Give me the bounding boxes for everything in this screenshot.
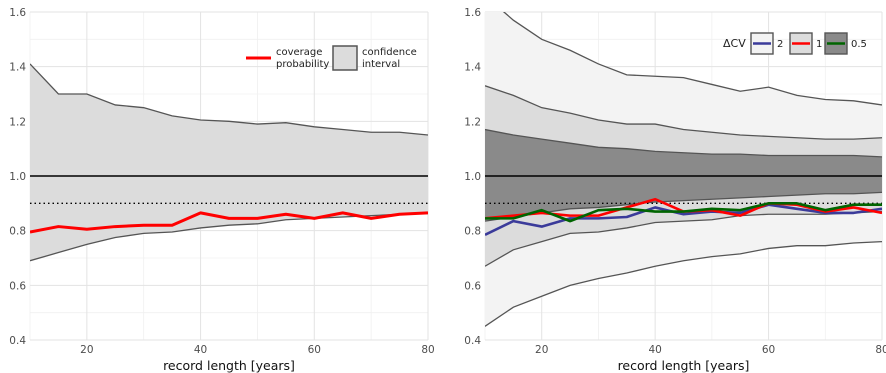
y-tick-label: 0.4: [9, 335, 26, 347]
y-tick-label: 0.6: [464, 280, 481, 292]
x-tick-label: 60: [308, 344, 321, 356]
confidence-band-lower-2: [485, 191, 882, 222]
x-tick-label: 60: [762, 344, 775, 356]
series-line-0: [485, 203, 882, 236]
confidence-band-0: [30, 63, 428, 261]
y-tick-label: 1.0: [464, 171, 481, 183]
plot-area: [30, 63, 428, 262]
confidence-band-upper-0: [502, 12, 882, 106]
x-axis-label: record length [years]: [163, 358, 295, 373]
legend-label-band: confidence: [362, 47, 417, 58]
y-tick-label: 0.8: [9, 226, 26, 238]
x-tick-label: 20: [535, 344, 548, 356]
y-tick-label: 1.0: [9, 171, 26, 183]
y-tick-label: 1.6: [9, 7, 26, 19]
left-chart-panel: 0.4 0.6 0.8 1.0 1.2 1.4 1.6 20 40 60 80 record leng…: [9, 7, 434, 373]
x-tick-label: 20: [80, 344, 93, 356]
confidence-band-lower-0: [485, 240, 882, 327]
x-tick-label: 40: [194, 344, 207, 356]
y-tick-label: 1.4: [464, 62, 481, 74]
y-tick-label: 0.6: [9, 280, 26, 292]
legend-label-0: 2: [777, 39, 783, 50]
legend-band-swatch: [332, 45, 358, 71]
x-tick-label: 40: [648, 344, 661, 356]
confidence-band-lower-1: [485, 210, 882, 267]
y-tick-label: 0.8: [464, 226, 481, 238]
x-tick-label: 80: [875, 344, 886, 356]
confidence-band-upper-1: [485, 85, 882, 140]
legend-label-line: coverage: [276, 47, 322, 58]
legend-label-1: 1: [816, 39, 822, 50]
y-tick-label: 1.6: [464, 7, 481, 19]
legend: ΔCV 2 1 0.5: [723, 32, 867, 55]
y-tick-label: 1.4: [9, 62, 26, 74]
plot-area: [485, 12, 882, 327]
series-line-0: [30, 211, 428, 234]
y-tick-label: 1.2: [9, 116, 26, 128]
legend-label-line: probability: [276, 59, 329, 70]
legend-title: ΔCV: [723, 37, 746, 50]
right-chart-panel: 0.4 0.6 0.8 1.0 1.2 1.4 1.6 20 40 60 80 record leng…: [464, 7, 886, 373]
y-tick-label: 1.2: [464, 116, 481, 128]
confidence-band-upper-0: [30, 63, 428, 136]
legend-label-2: 0.5: [851, 39, 867, 50]
x-tick-label: 80: [421, 344, 434, 356]
series-line-2: [485, 202, 882, 223]
legend-label-band: interval: [362, 59, 400, 70]
confidence-band-upper-2: [485, 128, 882, 158]
x-axis-label: record length [years]: [618, 358, 750, 373]
y-tick-label: 0.4: [464, 335, 481, 347]
